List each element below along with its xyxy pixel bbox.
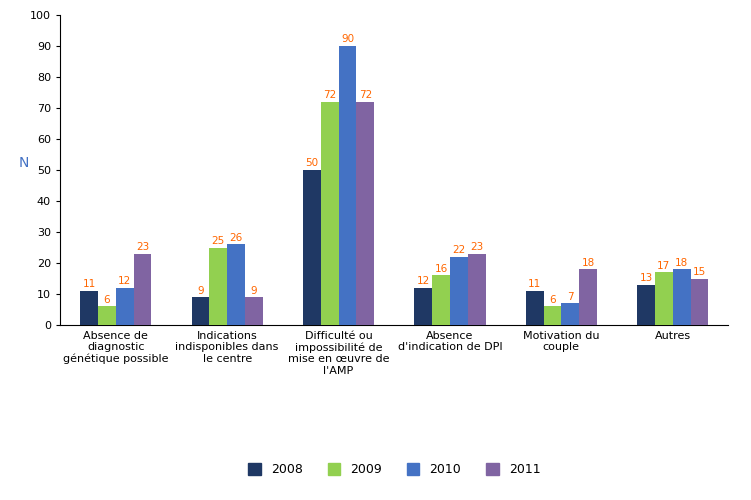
Bar: [228, 244, 245, 325]
Bar: [450, 257, 468, 325]
Bar: [655, 272, 673, 325]
Bar: [116, 288, 134, 325]
Text: 11: 11: [83, 280, 95, 289]
Bar: [357, 102, 374, 325]
Text: 23: 23: [136, 242, 149, 252]
Bar: [637, 284, 655, 325]
Text: 25: 25: [212, 236, 225, 246]
Text: 90: 90: [341, 34, 354, 44]
Bar: [691, 278, 708, 325]
Bar: [210, 248, 228, 325]
Bar: [432, 276, 450, 325]
Text: 72: 72: [323, 90, 336, 100]
Bar: [134, 254, 152, 325]
Text: 17: 17: [657, 261, 671, 271]
Bar: [673, 269, 691, 325]
Bar: [303, 170, 321, 325]
Bar: [339, 46, 357, 325]
Text: 6: 6: [104, 295, 110, 305]
Legend: 2008, 2009, 2010, 2011: 2008, 2009, 2010, 2011: [245, 460, 544, 480]
Bar: [80, 291, 98, 325]
Text: 13: 13: [639, 273, 653, 283]
Bar: [98, 306, 116, 325]
Text: 16: 16: [434, 264, 448, 274]
Text: 50: 50: [305, 158, 318, 168]
Bar: [245, 297, 263, 325]
Bar: [321, 102, 339, 325]
Text: 6: 6: [549, 295, 556, 305]
Bar: [526, 291, 544, 325]
Text: 18: 18: [581, 258, 595, 268]
Text: 22: 22: [452, 245, 466, 255]
Text: 26: 26: [230, 233, 243, 243]
Bar: [415, 288, 432, 325]
Bar: [561, 304, 579, 325]
Text: 72: 72: [359, 90, 372, 100]
Text: 18: 18: [675, 258, 689, 268]
Text: 23: 23: [470, 242, 484, 252]
Bar: [544, 306, 562, 325]
Text: 11: 11: [528, 280, 541, 289]
Text: 15: 15: [693, 267, 706, 277]
Bar: [468, 254, 486, 325]
Text: 9: 9: [251, 286, 258, 296]
Y-axis label: N: N: [18, 156, 29, 170]
Text: 7: 7: [567, 292, 574, 302]
Bar: [192, 297, 210, 325]
Text: 12: 12: [118, 276, 131, 286]
Text: 9: 9: [197, 286, 204, 296]
Bar: [579, 269, 597, 325]
Text: 12: 12: [417, 276, 430, 286]
